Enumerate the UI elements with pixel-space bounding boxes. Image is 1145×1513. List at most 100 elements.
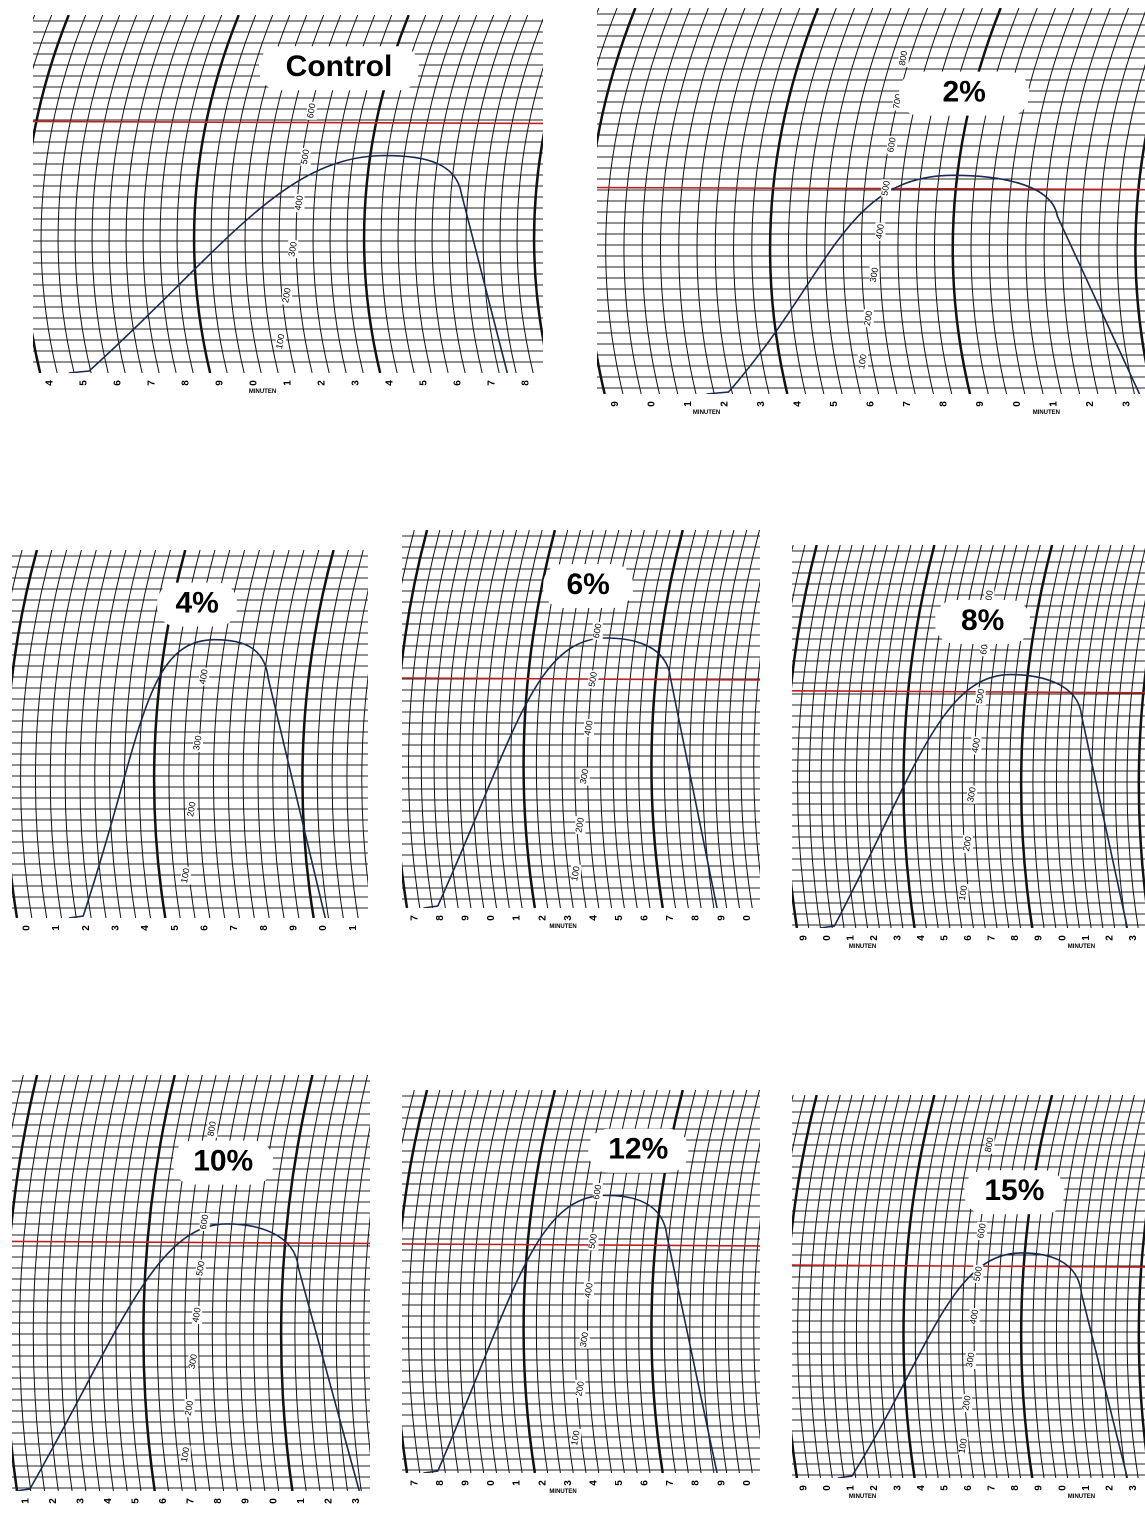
minute-label: 9 xyxy=(215,380,226,386)
panel-label: 6% xyxy=(566,568,609,601)
axis-title: MINUTEN xyxy=(1068,1494,1095,1500)
panel-label: 12% xyxy=(608,1133,668,1166)
grid-arc xyxy=(0,1075,10,1491)
minute-label: 1 xyxy=(1081,1485,1092,1491)
minute-label: 6 xyxy=(963,935,974,941)
minute-label: 3 xyxy=(351,380,362,386)
axis-title: MINUTEN xyxy=(549,1489,576,1495)
minute-label: 8 xyxy=(435,915,446,921)
minute-label: 1 xyxy=(283,380,294,386)
minute-label: 0 xyxy=(1057,935,1068,941)
minute-label: 2 xyxy=(1104,1485,1115,1491)
minute-label: 9 xyxy=(461,1480,472,1486)
minute-label: 1 xyxy=(296,1498,307,1504)
panel-label: 2% xyxy=(942,76,985,109)
minute-label: 3 xyxy=(1128,935,1139,941)
minute-label: 9 xyxy=(716,1480,727,1486)
axis-title: MINUTEN xyxy=(1033,410,1060,416)
minute-label: 6 xyxy=(199,925,210,931)
minute-label: 1 xyxy=(845,1485,856,1491)
minute-label: 5 xyxy=(170,925,181,931)
panel-label: 8% xyxy=(961,604,1004,637)
axis-strip xyxy=(12,918,368,940)
minute-label: 9 xyxy=(288,925,299,931)
minute-label: 4 xyxy=(140,925,151,931)
minute-label: 6 xyxy=(113,380,124,386)
minute-label: 0 xyxy=(249,380,260,386)
figure: 100200300400500600700456789012345678MINU… xyxy=(0,0,1145,1513)
minute-label: 4 xyxy=(45,380,56,386)
minute-label: 6 xyxy=(866,401,877,407)
grid-arc xyxy=(762,1095,793,1478)
minute-label: 0 xyxy=(1012,401,1023,407)
minute-label: 1 xyxy=(51,925,62,931)
minute-label: 0 xyxy=(318,925,329,931)
minute-label: 3 xyxy=(110,925,121,931)
minute-label: 2 xyxy=(1104,935,1115,941)
minute-label: 3 xyxy=(756,401,767,407)
minute-label: 7 xyxy=(229,925,240,931)
minute-label: 1 xyxy=(683,401,694,407)
panel-label: 15% xyxy=(984,1174,1044,1207)
minute-label: 1 xyxy=(1081,935,1092,941)
axis-title: MINUTEN xyxy=(849,944,876,950)
minute-label: 8 xyxy=(1010,1485,1021,1491)
minute-label: 9 xyxy=(1034,1485,1045,1491)
minute-label: 4 xyxy=(916,935,927,941)
minute-label: 6 xyxy=(453,380,464,386)
minute-label: 0 xyxy=(486,915,497,921)
minute-label: 9 xyxy=(1034,935,1045,941)
minute-label: 0 xyxy=(646,401,657,407)
minute-label: 9 xyxy=(610,401,621,407)
chart-panel: 100200300400500600700800901234567890123M… xyxy=(551,8,1145,416)
minute-label: 3 xyxy=(1128,1485,1139,1491)
axis-strip xyxy=(402,1473,760,1495)
minute-label: 3 xyxy=(75,1498,86,1504)
minute-label: 4 xyxy=(588,1480,599,1486)
minute-label: 7 xyxy=(186,1498,197,1504)
minute-label: 9 xyxy=(798,1485,809,1491)
minute-label: 1 xyxy=(20,1498,31,1504)
minute-label: 2 xyxy=(537,915,548,921)
panel-label: Control xyxy=(286,50,393,83)
minute-label: 2 xyxy=(48,1498,59,1504)
minute-label: 0 xyxy=(742,915,753,921)
minute-label: 2 xyxy=(720,401,731,407)
minute-label: 8 xyxy=(691,1480,702,1486)
grid-arc xyxy=(0,550,7,918)
minute-label: 8 xyxy=(259,925,270,931)
minute-label: 4 xyxy=(103,1498,114,1504)
axis-title: MINUTEN xyxy=(549,924,576,930)
minute-label: 3 xyxy=(351,1498,362,1504)
minute-label: 6 xyxy=(640,915,651,921)
minute-label: 0 xyxy=(822,1485,833,1491)
minute-label: 4 xyxy=(916,1485,927,1491)
minute-label: 6 xyxy=(158,1498,169,1504)
minute-label: 2 xyxy=(323,1498,334,1504)
minute-label: 0 xyxy=(486,1480,497,1486)
minute-label: 8 xyxy=(521,380,532,386)
minute-label: 4 xyxy=(385,380,396,386)
minute-label: 7 xyxy=(409,1480,420,1486)
axis-title: MINUTEN xyxy=(1068,944,1095,950)
minute-label: 1 xyxy=(512,1480,523,1486)
grid-arc xyxy=(0,15,35,373)
minute-label: 3 xyxy=(563,1480,574,1486)
grid-arc xyxy=(370,530,401,908)
minute-label: 2 xyxy=(537,1480,548,1486)
minute-label: 8 xyxy=(1010,935,1021,941)
minute-label: 5 xyxy=(79,380,90,386)
minute-label: 8 xyxy=(213,1498,224,1504)
minute-label: 3 xyxy=(1121,401,1132,407)
minute-label: 5 xyxy=(829,401,840,407)
minute-label: 0 xyxy=(1057,1485,1068,1491)
minute-label: 5 xyxy=(131,1498,142,1504)
minute-label: 9 xyxy=(716,915,727,921)
minute-label: 5 xyxy=(419,380,430,386)
minute-label: 5 xyxy=(614,1480,625,1486)
minute-label: 9 xyxy=(461,915,472,921)
minute-label: 6 xyxy=(640,1480,651,1486)
minute-label: 1 xyxy=(512,915,523,921)
minute-label: 3 xyxy=(563,915,574,921)
minute-label: 4 xyxy=(793,401,804,407)
